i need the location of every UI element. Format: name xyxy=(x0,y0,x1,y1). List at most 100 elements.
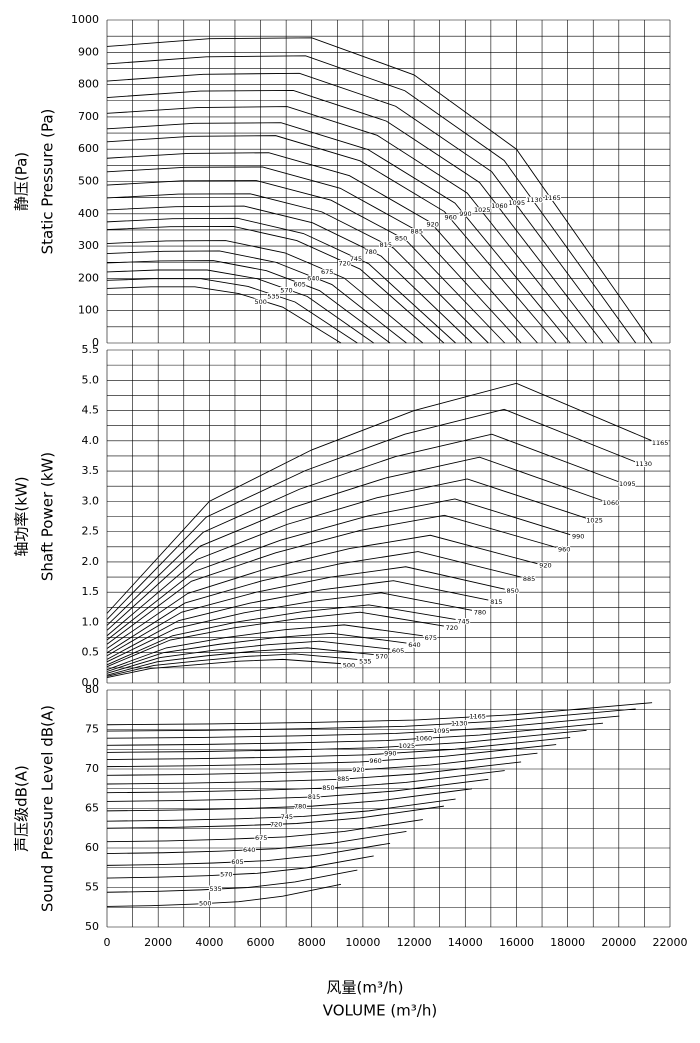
curve-label: 960 xyxy=(369,757,381,765)
curve xyxy=(106,250,407,344)
curve-label: 780 xyxy=(474,608,486,616)
curve-label: 675 xyxy=(255,834,267,842)
curve xyxy=(106,122,571,344)
x-tick-label: 0 xyxy=(104,936,111,949)
y-tick-label: 0.5 xyxy=(82,646,100,659)
curve-label: 850 xyxy=(395,234,407,242)
y-tick-label: 4.5 xyxy=(82,404,100,417)
y-axis-label: Sound Pressure Level dB(A) xyxy=(39,705,57,912)
curve-label: 990 xyxy=(384,749,396,757)
curve xyxy=(106,778,489,802)
y-tick-label: 55 xyxy=(85,881,99,894)
y-tick-label: 65 xyxy=(85,802,99,815)
curve-label: 500 xyxy=(199,900,211,908)
y-tick-label: 0 xyxy=(92,336,99,349)
curve xyxy=(106,624,423,671)
curve-label: 605 xyxy=(231,858,243,866)
curve xyxy=(106,551,522,654)
curve-label: 720 xyxy=(338,259,350,267)
curve-label: 1025 xyxy=(399,742,416,750)
curve-label: 990 xyxy=(459,210,471,218)
curve xyxy=(106,278,358,344)
x-tick-label: 12000 xyxy=(397,936,432,949)
y-tick-label: 600 xyxy=(78,142,99,155)
curve xyxy=(106,640,391,674)
curve xyxy=(106,729,587,753)
curve-label: 640 xyxy=(408,641,420,649)
y-tick-label: 80 xyxy=(85,683,99,696)
curve xyxy=(106,269,374,344)
y-tick-label: 60 xyxy=(85,841,99,854)
curve-label: 780 xyxy=(364,248,376,256)
y-tick-label: 4.0 xyxy=(82,434,100,447)
x-tick-label: 2000 xyxy=(144,936,172,949)
curve xyxy=(106,819,423,843)
curve-label: 1165 xyxy=(544,194,561,202)
curve-label: 960 xyxy=(445,213,457,221)
y-tick-label: 100 xyxy=(78,304,99,317)
curve xyxy=(106,830,407,854)
curve-label: 885 xyxy=(337,775,349,783)
curve-label: 745 xyxy=(457,617,469,625)
curve-label: 745 xyxy=(281,813,293,821)
curve-label: 850 xyxy=(506,587,518,595)
y-tick-label: 900 xyxy=(78,45,99,58)
y-tick-label: 0.0 xyxy=(82,676,100,689)
y-tick-label: 200 xyxy=(78,271,99,284)
curve xyxy=(106,498,571,641)
curve xyxy=(106,761,522,785)
y-tick-label: 5.5 xyxy=(82,343,100,356)
curve xyxy=(106,869,358,893)
curve-label: 570 xyxy=(280,287,292,295)
curve xyxy=(106,580,489,660)
y-tick-label: 75 xyxy=(85,723,99,736)
y-tick-label: 3.5 xyxy=(82,464,100,477)
curve-label: 570 xyxy=(375,653,387,661)
curve xyxy=(106,166,522,344)
curve xyxy=(106,55,637,344)
curve-label: 720 xyxy=(446,624,458,632)
curve-label: 605 xyxy=(392,647,404,655)
x-tick-label: 4000 xyxy=(195,936,223,949)
curve xyxy=(106,736,571,760)
curve xyxy=(106,770,505,794)
curve xyxy=(106,744,557,768)
curve xyxy=(106,217,456,344)
curve xyxy=(106,805,444,829)
curve-label: 570 xyxy=(220,871,232,879)
curve xyxy=(106,225,445,344)
curve xyxy=(106,478,587,637)
curve xyxy=(106,193,489,344)
curve xyxy=(106,456,604,631)
curve xyxy=(106,702,653,726)
curve xyxy=(106,788,473,812)
curve-label: 535 xyxy=(209,885,221,893)
curve xyxy=(106,260,391,344)
curve-label: 1060 xyxy=(491,202,508,210)
curve-label: 815 xyxy=(490,598,502,606)
curve xyxy=(106,883,342,907)
curve xyxy=(106,534,538,649)
curve xyxy=(106,152,538,344)
y-axis-label: 静压(Pa) xyxy=(13,152,31,211)
curve xyxy=(106,205,473,344)
y-tick-label: 400 xyxy=(78,207,99,220)
curve-label: 1025 xyxy=(474,206,491,214)
curve xyxy=(106,708,636,732)
curve xyxy=(106,647,374,676)
curve-label: 850 xyxy=(322,784,334,792)
y-tick-label: 500 xyxy=(78,175,99,188)
curve-label: 885 xyxy=(523,575,535,583)
curve xyxy=(106,842,391,866)
curve xyxy=(106,592,473,663)
curve-label: 960 xyxy=(558,545,570,553)
curve-label: 535 xyxy=(359,657,371,665)
y-tick-label: 5.0 xyxy=(82,373,100,386)
y-tick-label: 70 xyxy=(85,762,99,775)
curve-label: 920 xyxy=(426,220,438,228)
curve-label: 920 xyxy=(539,562,551,570)
y-axis-label: 声压级dB(A) xyxy=(13,765,31,852)
curve-label: 920 xyxy=(352,766,364,774)
curve xyxy=(106,37,653,344)
curve xyxy=(106,752,538,776)
